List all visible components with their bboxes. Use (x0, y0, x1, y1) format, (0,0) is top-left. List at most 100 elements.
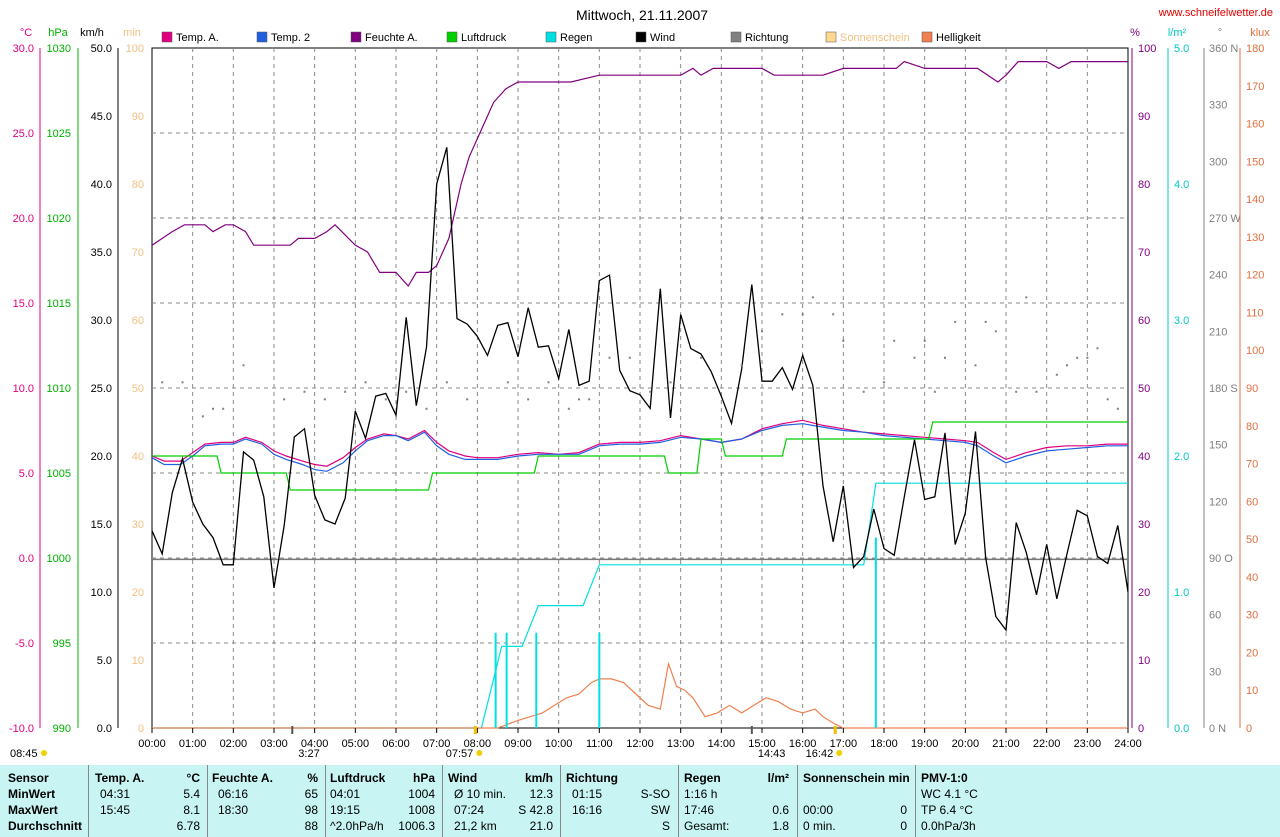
series-line-regen (152, 482, 1128, 729)
direction-point-46 (1025, 296, 1028, 299)
x-tick-2: 02:00 (220, 738, 248, 750)
row-feuchte-time-1: 18:30 (218, 803, 249, 817)
row-sonne-time-1: 00:00 (803, 803, 834, 817)
direction-point-51 (1086, 356, 1089, 359)
rain-axis-tick-5: 0.0 (1174, 723, 1189, 735)
x-tick-20: 20:00 (952, 738, 980, 750)
row-wind-time-0: Ø 10 min. (454, 787, 507, 801)
x-tick-21: 21:00 (992, 738, 1020, 750)
row-sonne-value-2: 0 (900, 819, 907, 833)
moon-label-0: 3:27 (298, 748, 319, 760)
website-link[interactable]: www.schneifelwetter.de (1158, 7, 1273, 19)
table-separator (797, 765, 798, 837)
row-sonne-time-2: 0 min. (803, 819, 836, 833)
direction-point-5 (242, 364, 245, 367)
direction-point-17 (527, 398, 530, 401)
legend-swatch-4 (545, 31, 557, 43)
direction-point-31 (811, 296, 814, 299)
legend-label-4: Regen (560, 32, 592, 44)
sunshine-axis-tick-1: 90 (132, 111, 144, 123)
row-druck-time-2: ^2.0hPa/h (330, 819, 384, 833)
x-tick-5: 05:00 (342, 738, 370, 750)
x-tick-14: 14:00 (708, 738, 736, 750)
wind-axis-tick-9: 5.0 (97, 655, 112, 667)
header-pmv: PMV-1:0 (921, 771, 968, 785)
sunshine-axis-tick-7: 30 (132, 519, 144, 531)
direction-point-41 (954, 320, 957, 323)
rain-axis-tick-2: 3.0 (1174, 315, 1189, 327)
table-separator (560, 765, 561, 837)
x-tick-17: 17:00 (830, 738, 858, 750)
direction-point-42 (974, 364, 977, 367)
x-tick-1: 01:00 (179, 738, 207, 750)
x-tick-0: 00:00 (138, 738, 166, 750)
header-feuchte: Feuchte A. (212, 771, 273, 785)
x-tick-11: 11:00 (586, 738, 613, 750)
temp-axis-tick-6: 0.0 (19, 553, 34, 565)
temp-axis-tick-1: 25.0 (13, 128, 34, 140)
pressure-axis-tick-4: 1010 (47, 383, 71, 395)
temp-axis-tick-2: 20.0 (13, 213, 34, 225)
axis-unit-1: hPa (48, 27, 68, 39)
row-druck-time-0: 04:01 (330, 787, 361, 801)
table-separator (88, 765, 89, 837)
axis-unit-5: l/m² (1168, 27, 1187, 39)
pressure-axis-tick-0: 1030 (47, 43, 71, 55)
direction-point-54 (1116, 407, 1119, 410)
direction-point-22 (608, 356, 611, 359)
sun-label-1: 16:42 (806, 748, 834, 760)
row-pmv-2: 0.0hPa/3h (921, 819, 976, 833)
direction-point-16 (506, 381, 509, 384)
sunshine-axis-tick-2: 80 (132, 179, 144, 191)
axis-unit-2: km/h (80, 27, 104, 39)
row-feuchte-value-1: 98 (304, 803, 318, 817)
temp-axis-tick-5: 5.0 (19, 468, 34, 480)
x-tick-24: 24:00 (1114, 738, 1142, 750)
row-druck-time-1: 19:15 (330, 803, 361, 817)
legend-swatch-7 (825, 31, 837, 43)
direction-axis-tick-12: 0 N (1209, 723, 1226, 735)
header-luftdruck-unit: hPa (412, 771, 435, 785)
direction-point-49 (1066, 364, 1068, 367)
table-separator (207, 765, 208, 837)
brightness-axis-tick-2: 160 (1246, 119, 1264, 131)
direction-point-0 (161, 381, 164, 384)
humidity-axis-tick-4: 60 (1138, 315, 1150, 327)
row-richtung-time-1: 16:16 (572, 803, 603, 817)
temp-axis-tick-7: -5.0 (15, 638, 34, 650)
direction-point-23 (628, 356, 631, 359)
legend-label-3: Luftdruck (461, 32, 507, 44)
x-tick-4: 04:00 (301, 738, 329, 750)
brightness-axis-tick-4: 140 (1246, 194, 1264, 206)
series-line-helligkeit (152, 661, 1128, 729)
direction-point-28 (761, 330, 763, 333)
legend-swatch-0 (161, 31, 173, 43)
temp-axis-tick-4: 10.0 (13, 383, 34, 395)
direction-point-11 (384, 398, 387, 401)
row-label-2: Durchschnitt (8, 819, 83, 833)
humidity-axis-tick-8: 20 (1138, 587, 1150, 599)
x-tick-15: 15:00 (748, 738, 776, 750)
series-line-temp-2 (151, 423, 1128, 472)
bottom-left-time: 08:45 (10, 748, 38, 760)
direction-axis-tick-6: 180 S (1209, 383, 1238, 395)
brightness-axis-tick-0: 180 (1246, 43, 1264, 55)
pressure-axis-tick-5: 1005 (47, 468, 71, 480)
legend-swatch-8 (921, 31, 933, 43)
direction-point-25 (669, 381, 672, 384)
x-tick-23: 23:00 (1074, 738, 1102, 750)
legend-swatch-1 (256, 31, 268, 43)
direction-point-44 (994, 330, 997, 333)
axis-unit-0: °C (20, 27, 32, 39)
row-pmv-0: WC 4.1 °C (921, 787, 978, 801)
axis-unit-4: % (1130, 27, 1140, 39)
brightness-axis-tick-7: 110 (1246, 307, 1264, 319)
sunshine-axis-tick-5: 50 (132, 383, 144, 395)
legend-label-1: Temp. 2 (271, 32, 310, 44)
axis-unit-3: min (123, 27, 141, 39)
direction-axis-tick-8: 120 (1209, 496, 1227, 508)
direction-point-35 (883, 381, 885, 384)
x-tick-6: 06:00 (382, 738, 410, 750)
sunshine-axis-tick-3: 70 (132, 247, 144, 259)
rain-axis-tick-3: 2.0 (1174, 451, 1189, 463)
